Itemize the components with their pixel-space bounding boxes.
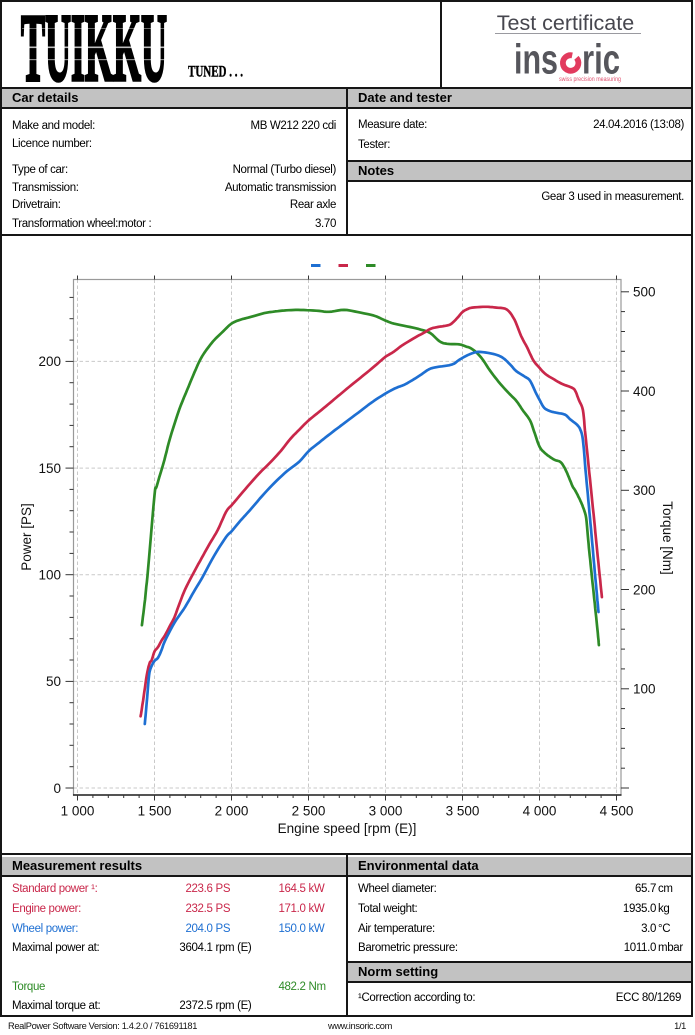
svg-text:150: 150 <box>38 461 61 476</box>
svg-text:TUIKKU: TUIKKU <box>21 2 167 87</box>
svg-text:Power [PS]: Power [PS] <box>19 503 34 571</box>
svg-text:Engine speed [rpm (E)]: Engine speed [rpm (E)] <box>278 821 417 836</box>
svg-text:ric: ric <box>582 36 620 83</box>
svg-text:TUNED . . .: TUNED . . . <box>188 63 243 80</box>
svg-text:swiss precision measuring: swiss precision measuring <box>559 76 621 83</box>
svg-text:200: 200 <box>38 354 61 369</box>
svg-text:4 000: 4 000 <box>523 804 557 819</box>
svg-text:100: 100 <box>633 682 656 697</box>
svg-text:0: 0 <box>53 781 61 796</box>
svg-text:3 000: 3 000 <box>369 804 403 819</box>
svg-text:2 500: 2 500 <box>292 804 326 819</box>
svg-text:500: 500 <box>633 285 656 300</box>
svg-text:300: 300 <box>633 483 656 498</box>
svg-text:100: 100 <box>38 568 61 583</box>
svg-text:2 000: 2 000 <box>215 804 249 819</box>
svg-text:400: 400 <box>633 384 656 399</box>
svg-text:ins: ins <box>514 36 558 83</box>
svg-text:3 500: 3 500 <box>446 804 480 819</box>
svg-text:Torque [Nm]: Torque [Nm] <box>660 501 675 575</box>
svg-text:50: 50 <box>46 674 61 689</box>
svg-text:4 500: 4 500 <box>600 804 634 819</box>
svg-text:200: 200 <box>633 582 656 597</box>
svg-text:1 000: 1 000 <box>61 804 95 819</box>
svg-text:1 500: 1 500 <box>138 804 172 819</box>
